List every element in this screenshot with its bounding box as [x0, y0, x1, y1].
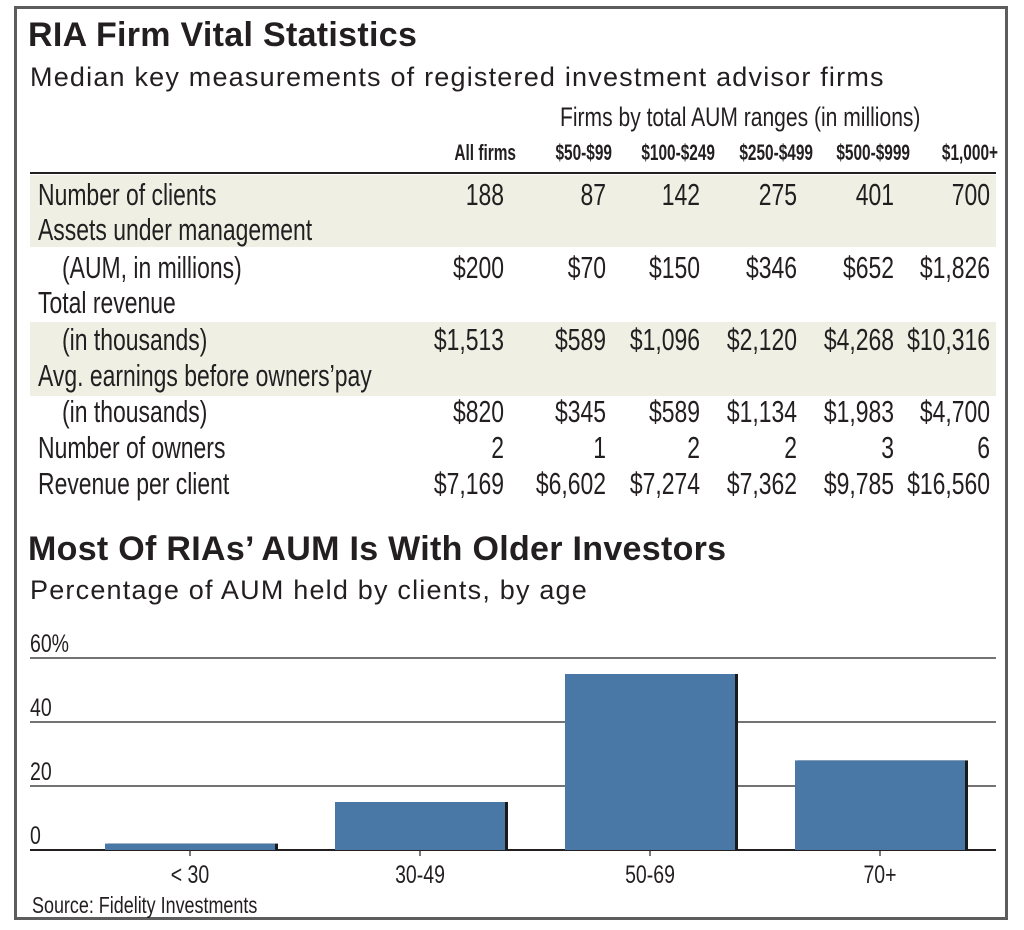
table-cell: $346	[745, 250, 797, 285]
table-cell: $200	[452, 250, 504, 285]
table-title: RIA Firm Vital Statistics	[28, 16, 418, 54]
chart-subtitle: Percentage of AUM held by clients, by ag…	[30, 575, 588, 605]
table-cell: $4,700	[919, 394, 990, 429]
row-label: (AUM, in millions)	[62, 250, 242, 285]
bar-chart: 60% 40 20 0 < 30 30-49 50-69 70+	[30, 630, 996, 889]
row-label: Number of owners	[38, 430, 226, 465]
row-label: (in thousands)	[62, 394, 208, 429]
table-cell: 6	[977, 430, 990, 465]
table-cell: $10,316	[907, 322, 990, 357]
table-cell: $16,560	[907, 466, 990, 501]
row-band	[30, 211, 996, 247]
row-label: Assets under management	[38, 212, 313, 247]
col-header-all-firms: All firms	[454, 140, 516, 165]
bar	[105, 843, 275, 850]
table-cell: $150	[648, 250, 700, 285]
table-cell: $7,169	[433, 466, 504, 501]
table-cell: $589	[554, 322, 606, 357]
table-cell: 2	[687, 430, 700, 465]
chart-title: Most Of RIAs’ AUM Is With Older Investor…	[28, 530, 727, 568]
table-cell: 87	[580, 177, 606, 212]
table-cell: 188	[465, 177, 504, 212]
table-cell: 700	[951, 177, 990, 212]
bar	[795, 760, 965, 850]
table-cell: $589	[648, 394, 700, 429]
table-cell: $1,513	[433, 322, 504, 357]
source-note: Source: Fidelity Investments	[32, 892, 258, 918]
col-header-100-249: $100-$249	[641, 140, 715, 165]
col-header-50-99: $50-$99	[555, 140, 612, 165]
table-cell: $1,134	[726, 394, 797, 429]
header-rule	[30, 172, 996, 174]
y-tick-label: 0	[30, 822, 41, 850]
table-cell: $7,362	[726, 466, 797, 501]
table-cell: $652	[842, 250, 894, 285]
table-cell: $7,274	[629, 466, 700, 501]
table-cell: 2	[784, 430, 797, 465]
table-cell: 1	[593, 430, 606, 465]
y-tick-label: 20	[30, 758, 52, 786]
table-cell: $820	[452, 394, 504, 429]
row-label: Number of clients	[38, 177, 217, 212]
table-cell: $1,983	[823, 394, 894, 429]
table-cell: $4,268	[823, 322, 894, 357]
table-cell: $345	[554, 394, 606, 429]
table-cell: $1,096	[629, 322, 700, 357]
table-cell: $6,602	[535, 466, 606, 501]
x-tick-label: < 30	[171, 861, 209, 889]
row-band	[30, 358, 996, 396]
x-tick-label: 30-49	[395, 861, 445, 889]
table-cell: 2	[491, 430, 504, 465]
table-cell: $1,826	[919, 250, 990, 285]
table-cell: $9,785	[823, 466, 894, 501]
x-tick-label: 70+	[863, 861, 896, 889]
y-tick-label: 60%	[30, 630, 69, 658]
table-cell: 3	[881, 430, 894, 465]
x-tick-label: 50-69	[625, 861, 675, 889]
row-label: Avg. earnings before owners’pay	[38, 358, 372, 393]
col-header-1000-plus: $1,000+	[941, 140, 998, 165]
row-band	[30, 175, 996, 211]
bar	[335, 802, 505, 850]
row-label: (in thousands)	[62, 322, 208, 357]
table-cell: 142	[661, 177, 700, 212]
y-tick-label: 40	[30, 694, 52, 722]
col-header-250-499: $250-$499	[739, 140, 813, 165]
bar	[565, 674, 735, 850]
row-label: Revenue per client	[38, 466, 230, 501]
table-cell: 401	[855, 177, 894, 212]
row-band	[30, 322, 996, 358]
table-cell: $2,120	[726, 322, 797, 357]
col-header-500-999: $500-$999	[836, 140, 910, 165]
table-cell: $70	[567, 250, 606, 285]
table-subtitle: Median key measurements of registered in…	[30, 62, 885, 92]
column-group-header: Firms by total AUM ranges (in millions)	[560, 102, 921, 132]
row-label: Total revenue	[38, 285, 176, 320]
table-cell: 275	[758, 177, 797, 212]
